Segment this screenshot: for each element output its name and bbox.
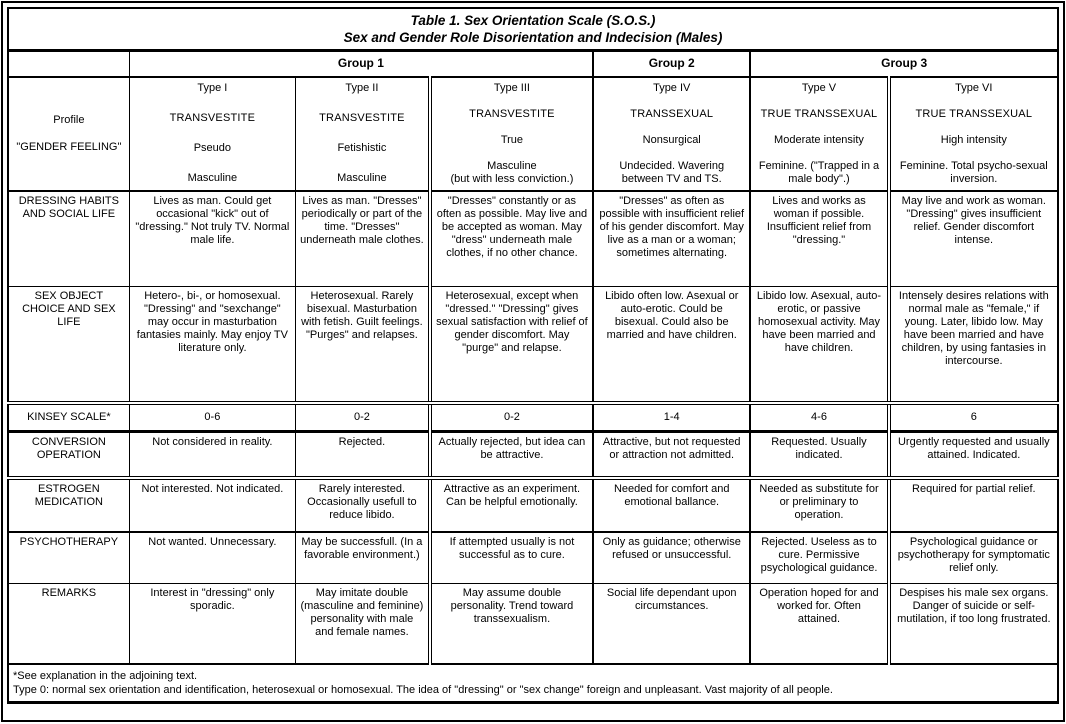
table-cell: Libido low. Asexual, auto-erotic, or pas… (749, 286, 890, 405)
type-category: TRUE TRANSSEXUAL (760, 107, 878, 120)
table-cell: Actually rejected, but idea can be attra… (427, 431, 594, 480)
type-cell-1: Type I TRANSVESTITE Pseudo Masculine (128, 76, 297, 192)
type-feeling: Masculine (but with less conviction.) (450, 159, 574, 185)
row-label-psychotherapy: PSYCHOTHERAPY (7, 531, 130, 584)
row-label-remarks: REMARKS (7, 583, 130, 665)
type-category: TRUE TRANSSEXUAL (915, 107, 1033, 120)
type-number: Type VI (955, 81, 993, 94)
footnote-type0: Type 0: normal sex orientation and ident… (13, 683, 833, 696)
row-label-profile: Profile "GENDER FEELING" (7, 76, 130, 192)
table-cell: Heterosexual, except when "dressed." "Dr… (427, 286, 594, 405)
row-label-dressing-habits: DRESSING HABITS AND SOCIAL LIFE (7, 190, 130, 287)
table-cell: Rejected. (295, 431, 431, 480)
table-cell: "Dresses" as often as possible with insu… (592, 190, 751, 287)
type-category: TRANSVESTITE (469, 107, 555, 120)
table-cell: Heterosexual. Rarely bisexual. Masturbat… (295, 286, 431, 405)
sex-orientation-scale-table: Table 1. Sex Orientation Scale (S.O.S.) … (7, 7, 1059, 704)
group-header-corner (7, 50, 130, 78)
table-cell: Requested. Usually indicated. (749, 431, 890, 480)
table-cell: "Dresses" constantly or as often as poss… (427, 190, 594, 287)
group-header-1: Group 1 (128, 50, 594, 78)
table-cell: Lives as man. "Dresses" periodically or … (295, 190, 431, 287)
table-cell: Required for partial relief. (886, 477, 1059, 533)
row-label-sex-object-choice: SEX OBJECT CHOICE AND SEX LIFE (7, 286, 130, 405)
type-cell-2: Type II TRANSVESTITE Fetishistic Masculi… (295, 76, 431, 192)
type-number: Type II (345, 81, 379, 94)
table-cell: Rarely interested. Occasionally usefull … (295, 477, 431, 533)
table-cell: Needed as substitute for or preliminary … (749, 477, 890, 533)
type-number: Type III (493, 81, 530, 94)
type-subtype: Fetishistic (337, 142, 387, 155)
table-cell: Lives and works as woman if possible. In… (749, 190, 890, 287)
type-number: Type I (197, 81, 228, 94)
footnotes: *See explanation in the adjoining text. … (8, 664, 1058, 703)
row-label-conversion-operation: CONVERSION OPERATION (7, 431, 130, 480)
type-feeling: Feminine. Total psycho-sexual inversion. (899, 159, 1048, 185)
table-cell: Only as guidance; otherwise refused or u… (592, 531, 751, 584)
type-category: TRANSVESTITE (319, 111, 405, 124)
table-cell: Rejected. Useless as to cure. Permissive… (749, 531, 890, 584)
table-cell: Despises his male sex organs. Danger of … (886, 583, 1059, 665)
type-cell-4: Type IV TRANSSEXUAL Nonsurgical Undecide… (592, 76, 751, 192)
table-cell: May live and work as woman. "Dressing" g… (886, 190, 1059, 287)
kinsey-value: 0-2 (427, 402, 594, 433)
table-cell: Social life dependant upon circumstances… (592, 583, 751, 665)
table-cell: May imitate double (masculine and femini… (295, 583, 431, 665)
type-number: Type V (801, 81, 837, 94)
table-cell: Libido often low. Asexual or auto-erotic… (592, 286, 751, 405)
table-cell: Urgently requested and usually attained.… (886, 431, 1059, 480)
type-cell-5: Type V TRUE TRANSSEXUAL Moderate intensi… (749, 76, 890, 192)
kinsey-value: 1-4 (592, 402, 751, 433)
row-label-estrogen-medication: ESTROGEN MEDICATION (7, 477, 130, 533)
kinsey-value: 6 (886, 402, 1059, 433)
table-cell: Lives as man. Could get occasional "kick… (128, 190, 297, 287)
footnote-asterisk: *See explanation in the adjoining text. (13, 669, 198, 682)
table-cell: Not considered in reality. (128, 431, 297, 480)
table-cell: Intensely desires relations with normal … (886, 286, 1059, 405)
type-subtype: Pseudo (193, 142, 232, 155)
table-cell: If attempted usually is not successful a… (427, 531, 594, 584)
profile-label-line-1: Profile (53, 113, 85, 126)
type-subtype: Moderate intensity (774, 133, 864, 146)
kinsey-value: 0-2 (295, 402, 431, 433)
table-cell: Attractive as an experiment. Can be help… (427, 477, 594, 533)
type-cell-3: Type III TRANSVESTITE True Masculine (bu… (427, 76, 594, 192)
type-category: TRANSSEXUAL (630, 107, 714, 120)
table-cell: Hetero-, bi-, or homosexual. "Dressing" … (128, 286, 297, 405)
group-header-2: Group 2 (592, 50, 751, 78)
type-subtype: High intensity (940, 133, 1007, 146)
type-feeling: Masculine (337, 172, 387, 185)
type-feeling: Undecided. Wavering between TV and TS. (619, 159, 725, 185)
type-subtype: Nonsurgical (642, 133, 701, 146)
table-cell: Attractive, but not requested or attract… (592, 431, 751, 480)
type-feeling: Feminine. ("Trapped in a male body".) (758, 159, 880, 185)
table-cell: Operation hoped for and worked for. Ofte… (749, 583, 890, 665)
table-cell: Not interested. Not indicated. (128, 477, 297, 533)
profile-label-line-2: "GENDER FEELING" (16, 140, 122, 153)
row-label-kinsey-scale: KINSEY SCALE* (7, 402, 130, 433)
type-subtype: True (500, 133, 524, 146)
kinsey-value: 4-6 (749, 402, 890, 433)
table-cell: May be successfull. (In a favorable envi… (295, 531, 431, 584)
table-title-line-1: Table 1. Sex Orientation Scale (S.O.S.) (410, 13, 656, 28)
table-title-line-2: Sex and Gender Role Disorientation and I… (343, 30, 723, 45)
type-category: TRANSVESTITE (169, 111, 256, 124)
table-title: Table 1. Sex Orientation Scale (S.O.S.) … (7, 7, 1059, 52)
table-cell: Interest in "dressing" only sporadic. (128, 583, 297, 665)
kinsey-value: 0-6 (128, 402, 297, 433)
type-feeling: Masculine (187, 172, 238, 185)
type-number: Type IV (653, 81, 691, 94)
table-cell: Psychological guidance or psychotherapy … (886, 531, 1059, 584)
table-cell: Not wanted. Unnecessary. (128, 531, 297, 584)
table-cell: Needed for comfort and emotional ballanc… (592, 477, 751, 533)
type-cell-6: Type VI TRUE TRANSSEXUAL High intensity … (886, 76, 1059, 192)
group-header-3: Group 3 (749, 50, 1059, 78)
table-cell: May assume double personality. Trend tow… (427, 583, 594, 665)
